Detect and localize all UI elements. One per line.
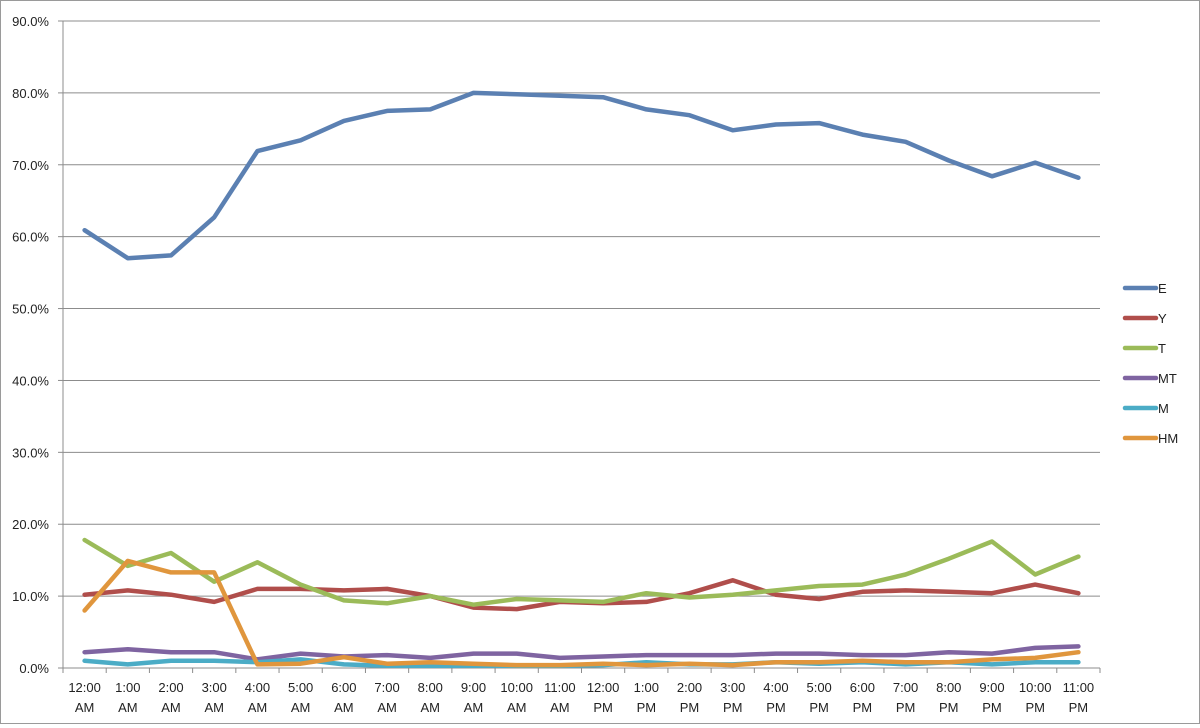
x-tick-label-period: PM [637,700,657,715]
x-tick-label-period: AM [161,700,181,715]
x-tick-label-time: 7:00 [893,680,918,695]
y-tick-label: 90.0% [12,14,49,29]
x-tick-label-period: AM [118,700,138,715]
x-tick-label-period: PM [1025,700,1045,715]
x-tick-label-period: AM [75,700,95,715]
x-tick-label-time: 4:00 [245,680,270,695]
legend-label-e: E [1158,281,1167,296]
series-line-mt [82,644,1081,662]
y-tick-label: 50.0% [12,302,49,317]
y-tick-label: 0.0% [19,661,49,676]
gridlines [63,20,1100,597]
x-tick-label-time: 8:00 [418,680,443,695]
x-tick-label-period: PM [853,700,873,715]
x-tick-label-time: 6:00 [331,680,356,695]
legend-label-mt: MT [1158,371,1177,386]
x-tick-label-time: 2:00 [677,680,702,695]
y-tick-label: 40.0% [12,373,49,388]
y-tick-label: 20.0% [12,517,49,532]
y-tick-label: 80.0% [12,86,49,101]
x-tick-label-time: 11:00 [1063,680,1095,695]
x-tick-label-period: AM [291,700,311,715]
x-tick-label-period: PM [723,700,743,715]
x-tick-label-time: 1:00 [115,680,140,695]
x-tick-label-period: PM [593,700,613,715]
x-tick-label-period: AM [550,700,570,715]
x-tick-label-period: PM [1069,700,1089,715]
y-tick-label: 70.0% [12,158,49,173]
series-line-t [82,537,1081,607]
x-tick-label-time: 11:00 [544,680,576,695]
x-tick-label-time: 12:00 [587,680,620,695]
x-tick-label-time: 8:00 [936,680,961,695]
x-tick-label-period: PM [939,700,959,715]
x-tick-label-time: 5:00 [288,680,313,695]
x-tick-label-time: 5:00 [806,680,831,695]
legend-label-hm: HM [1158,431,1178,446]
x-tick-label-time: 10:00 [1019,680,1052,695]
y-tick-label: 60.0% [12,230,49,245]
x-tick-label-time: 12:00 [68,680,101,695]
x-tick-label-time: 6:00 [850,680,875,695]
x-tick-label-period: AM [248,700,268,715]
y-tick-label: 30.0% [12,445,49,460]
y-tick-label: 10.0% [12,589,49,604]
x-tick-label-period: PM [896,700,916,715]
axes [58,20,1101,673]
series-line-e [82,90,1081,261]
x-tick-label-time: 3:00 [720,680,745,695]
x-tick-label-period: AM [204,700,224,715]
x-tick-label-period: PM [982,700,1002,715]
legend-label-t: T [1158,341,1166,356]
legend-label-y: Y [1158,311,1167,326]
x-tick-label-period: AM [334,700,354,715]
x-tick-label-time: 4:00 [763,680,788,695]
x-tick-label-period: AM [421,700,441,715]
x-tick-label-time: 2:00 [158,680,183,695]
x-tick-label-time: 9:00 [979,680,1004,695]
legend-label-m: M [1158,401,1169,416]
x-tick-label-period: PM [766,700,786,715]
x-tick-label-period: PM [809,700,829,715]
legend: EYT MT M HM [1122,281,1178,446]
x-tick-label-time: 3:00 [202,680,227,695]
y-tick-labels: 0.0% 10.0% 20.0% 30.0% 40.0% 50.0% 60.0% 70.0% 8… [12,14,49,676]
series-line-y [82,578,1081,612]
x-tick-label-period: AM [377,700,397,715]
x-tick-label-time: 10:00 [500,680,533,695]
x-tick-label-time: 1:00 [634,680,659,695]
series-lines [82,90,1081,669]
x-tick-label-period: AM [507,700,527,715]
x-tick-labels: 12:00 AM 1:00 AM 2:00 AM 3:00 AM 4:00 AM 5:00 AM 6:0… [68,680,1094,715]
series-line-hm [82,558,1081,668]
x-tick-label-period: AM [464,700,484,715]
x-tick-label-period: PM [680,700,700,715]
x-tick-label-time: 9:00 [461,680,486,695]
x-tick-label-time: 7:00 [374,680,399,695]
